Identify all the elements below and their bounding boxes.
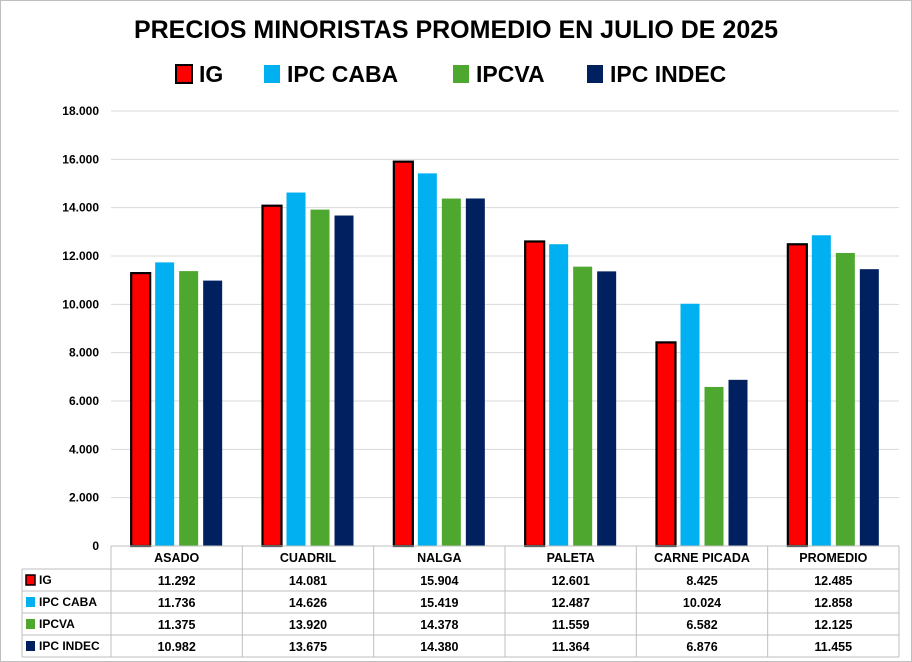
bar-ipc-caba-promedio: [811, 235, 831, 546]
bar-ig-cuadril: [261, 204, 283, 548]
bar-ipcva-paleta: [573, 266, 593, 546]
table-cell-ipc-indec-cuadril: 13.675: [289, 640, 327, 654]
bar-ipc-caba-carne-picada: [680, 303, 700, 546]
bar-ig-carne-picada: [655, 341, 677, 548]
legend-swatch-ipc-indec: [587, 65, 603, 83]
bar-ipc-caba-cuadril: [286, 192, 306, 546]
category-label-promedio: PROMEDIO: [799, 551, 867, 565]
table-cell-ipc-indec-paleta: 11.364: [552, 640, 590, 654]
bar-ipcva-carne-picada: [704, 386, 724, 546]
bar-ipc-indec-carne-picada: [728, 379, 748, 546]
bar-ipc-indec-asado: [203, 280, 223, 546]
table-cell-ipc-indec-carne-picada: 6.876: [686, 640, 717, 654]
y-tick-label: 10.000: [62, 297, 99, 311]
table-row-label-ipcva: IPCVA: [39, 617, 75, 631]
bar-ipc-indec-promedio: [859, 269, 879, 546]
table-cell-ipcva-nalga: 14.378: [420, 618, 458, 632]
table-cell-ipc-caba-nalga: 15.419: [420, 596, 458, 610]
table-cell-ipc-indec-nalga: 14.380: [420, 640, 458, 654]
table-cell-ig-asado: 11.292: [158, 574, 196, 588]
bars: [111, 160, 899, 548]
y-tick-label: 4.000: [69, 442, 99, 456]
data-table: ASADO CUADRIL NALGA PALETA CARNE PICADA PROME…: [21, 546, 900, 658]
table-key-ipc-indec: [26, 641, 35, 651]
legend-label-ipc-caba: IPC CABA: [287, 61, 398, 87]
category-label-nalga: NALGA: [417, 551, 461, 565]
bar-ipc-caba-paleta: [549, 244, 569, 546]
y-tick-label: 8.000: [69, 346, 99, 360]
category-label-asado: ASADO: [154, 551, 199, 565]
table-cell-ipc-caba-cuadril: 14.626: [289, 596, 327, 610]
table-cell-ipc-caba-paleta: 12.487: [552, 596, 590, 610]
bar-ipcva-asado: [179, 271, 199, 546]
bar-ipc-caba-nalga: [417, 173, 437, 547]
table-cell-ipc-indec-promedio: 11.455: [815, 640, 853, 654]
table-cell-ig-cuadril: 14.081: [289, 574, 327, 588]
legend-label-ig: IG: [199, 61, 223, 87]
bar-ipc-indec-paleta: [597, 271, 617, 546]
table-row-label-ipc-indec: IPC INDEC: [39, 639, 100, 653]
table-row-label-ipc-caba: IPC CABA: [39, 595, 97, 609]
y-tick-label: 14.000: [62, 201, 99, 215]
legend-label-ipc-indec: IPC INDEC: [610, 61, 726, 87]
bar-ipc-caba-asado: [155, 262, 175, 546]
bar-ipcva-cuadril: [310, 209, 330, 546]
table-cell-ipcva-asado: 11.375: [158, 618, 196, 632]
y-tick-label: 6.000: [69, 394, 99, 408]
legend-label-ipcva: IPCVA: [476, 61, 545, 87]
table-cell-ipc-indec-asado: 10.982: [158, 640, 196, 654]
bar-ig-promedio: [786, 243, 808, 548]
category-label-carne-picada: CARNE PICADA: [654, 551, 750, 565]
table-cell-ig-paleta: 12.601: [552, 574, 590, 588]
bar-ig-asado: [130, 272, 152, 548]
y-axis-ticks: 0 2.000 4.000 6.000 8.000 10.000 12.000 14.000 1…: [62, 104, 99, 553]
table-row-label-ig: IG: [39, 573, 52, 587]
y-tick-label: 18.000: [62, 104, 99, 118]
y-tick-label: 12.000: [62, 249, 99, 263]
bar-ipcva-nalga: [441, 198, 461, 546]
legend: IG IPC CABA IPCVA IPC INDEC: [175, 61, 726, 87]
bar-ipc-indec-nalga: [465, 198, 485, 546]
table-key-ipcva: [26, 619, 35, 629]
table-key-ipc-caba: [26, 597, 35, 607]
table-cell-ig-promedio: 12.485: [814, 574, 852, 588]
legend-swatch-ig: [175, 64, 193, 84]
chart-title: PRECIOS MINORISTAS PROMEDIO EN JULIO DE …: [134, 16, 778, 44]
table-key-ig: [25, 574, 36, 586]
bar-ipcva-promedio: [835, 252, 855, 546]
bar-ig-nalga: [392, 160, 414, 548]
category-label-cuadril: CUADRIL: [280, 551, 337, 565]
y-tick-label: 2.000: [69, 491, 99, 505]
table-cell-ipc-caba-carne-picada: 10.024: [683, 596, 721, 610]
gridlines: [111, 110, 899, 499]
table-cell-ig-carne-picada: 8.425: [686, 574, 717, 588]
table-cell-ipcva-paleta: 11.559: [552, 618, 590, 632]
category-label-paleta: PALETA: [547, 551, 595, 565]
table-cell-ipc-caba-promedio: 12.858: [814, 596, 852, 610]
table-cell-ipcva-cuadril: 13.920: [289, 618, 327, 632]
bar-ipc-indec-cuadril: [334, 215, 354, 547]
table-cell-ig-nalga: 15.904: [420, 574, 458, 588]
legend-swatch-ipcva: [453, 65, 469, 83]
legend-swatch-ipc-caba: [264, 65, 280, 83]
table-cell-ipc-caba-asado: 11.736: [158, 596, 196, 610]
bar-ig-paleta: [524, 240, 546, 548]
y-tick-label: 16.000: [62, 152, 99, 166]
y-tick-label: 0: [92, 539, 99, 553]
table-cell-ipcva-carne-picada: 6.582: [686, 618, 717, 632]
table-cell-ipcva-promedio: 12.125: [814, 618, 852, 632]
